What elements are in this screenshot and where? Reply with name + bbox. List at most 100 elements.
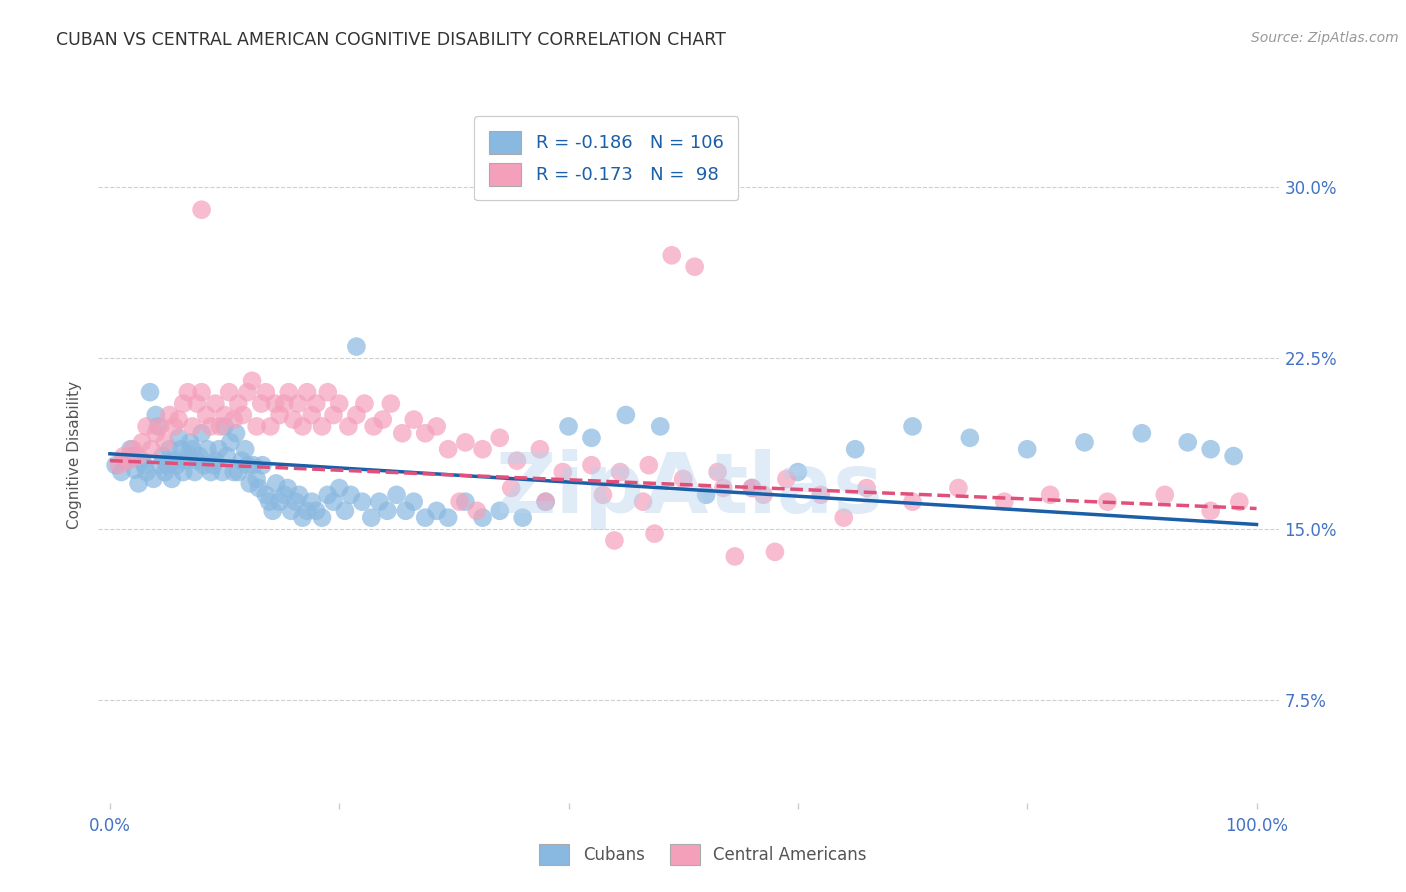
Point: [195, 408, 218, 422]
Point: [259, 494, 281, 508]
Point: [291, 419, 314, 434]
Point: [200, 465, 222, 479]
Point: [385, 488, 408, 502]
Point: [127, 449, 149, 463]
Point: [402, 494, 425, 508]
Y-axis label: Cognitive Disability: Cognitive Disability: [67, 381, 83, 529]
Point: [557, 419, 579, 434]
Point: [252, 458, 274, 473]
Point: [149, 419, 172, 434]
Point: [188, 449, 211, 463]
Point: [352, 494, 374, 508]
Point: [1073, 435, 1095, 450]
Point: [246, 472, 269, 486]
Point: [661, 248, 683, 262]
Point: [152, 449, 174, 463]
Text: ZipAtlas: ZipAtlas: [495, 450, 883, 530]
Point: [232, 408, 254, 422]
Point: [1039, 488, 1062, 502]
Point: [763, 545, 786, 559]
Point: [236, 385, 259, 400]
Point: [363, 419, 385, 434]
Point: [786, 465, 808, 479]
Point: [239, 476, 262, 491]
Point: [167, 431, 190, 445]
Point: [377, 504, 399, 518]
Point: [167, 412, 190, 426]
Point: [959, 431, 981, 445]
Point: [146, 419, 169, 434]
Point: [124, 463, 146, 477]
Point: [273, 488, 295, 502]
Point: [254, 385, 277, 400]
Text: Source: ZipAtlas.com: Source: ZipAtlas.com: [1251, 31, 1399, 45]
Point: [301, 494, 323, 508]
Point: [159, 442, 181, 457]
Point: [695, 488, 717, 502]
Point: [186, 396, 208, 410]
Point: [454, 494, 477, 508]
Point: [108, 458, 131, 473]
Point: [131, 453, 153, 467]
Point: [219, 435, 242, 450]
Point: [128, 476, 150, 491]
Point: [204, 453, 226, 467]
Point: [135, 419, 157, 434]
Point: [413, 510, 436, 524]
Point: [344, 408, 367, 422]
Point: [650, 419, 672, 434]
Point: [195, 442, 218, 457]
Point: [368, 494, 391, 508]
Point: [202, 458, 225, 473]
Point: [193, 458, 215, 473]
Point: [283, 412, 305, 426]
Point: [181, 442, 204, 457]
Point: [288, 488, 311, 502]
Point: [1222, 449, 1244, 463]
Point: [145, 408, 167, 422]
Point: [104, 458, 127, 473]
Point: [149, 458, 172, 473]
Point: [120, 442, 142, 457]
Point: [437, 510, 460, 524]
Point: [426, 504, 449, 518]
Point: [741, 481, 763, 495]
Point: [156, 458, 179, 473]
Point: [437, 442, 460, 457]
Point: [242, 458, 264, 473]
Point: [170, 442, 193, 457]
Point: [179, 435, 201, 450]
Point: [250, 396, 273, 410]
Point: [214, 408, 236, 422]
Point: [901, 419, 924, 434]
Point: [1153, 488, 1175, 502]
Point: [160, 472, 183, 486]
Point: [724, 549, 747, 564]
Point: [177, 385, 200, 400]
Point: [948, 481, 970, 495]
Point: [174, 453, 197, 467]
Point: [190, 426, 212, 441]
Point: [215, 449, 238, 463]
Point: [832, 510, 855, 524]
Point: [208, 442, 231, 457]
Point: [184, 465, 207, 479]
Point: [360, 510, 382, 524]
Point: [208, 419, 231, 434]
Point: [637, 458, 659, 473]
Point: [402, 412, 425, 426]
Point: [339, 488, 361, 502]
Point: [855, 481, 877, 495]
Point: [247, 481, 270, 495]
Point: [131, 435, 153, 450]
Point: [280, 504, 302, 518]
Point: [333, 504, 356, 518]
Point: [1130, 426, 1153, 441]
Point: [603, 533, 626, 548]
Point: [672, 472, 695, 486]
Point: [775, 472, 797, 486]
Point: [454, 435, 477, 450]
Point: [112, 449, 135, 463]
Point: [226, 396, 249, 410]
Point: [1199, 442, 1222, 457]
